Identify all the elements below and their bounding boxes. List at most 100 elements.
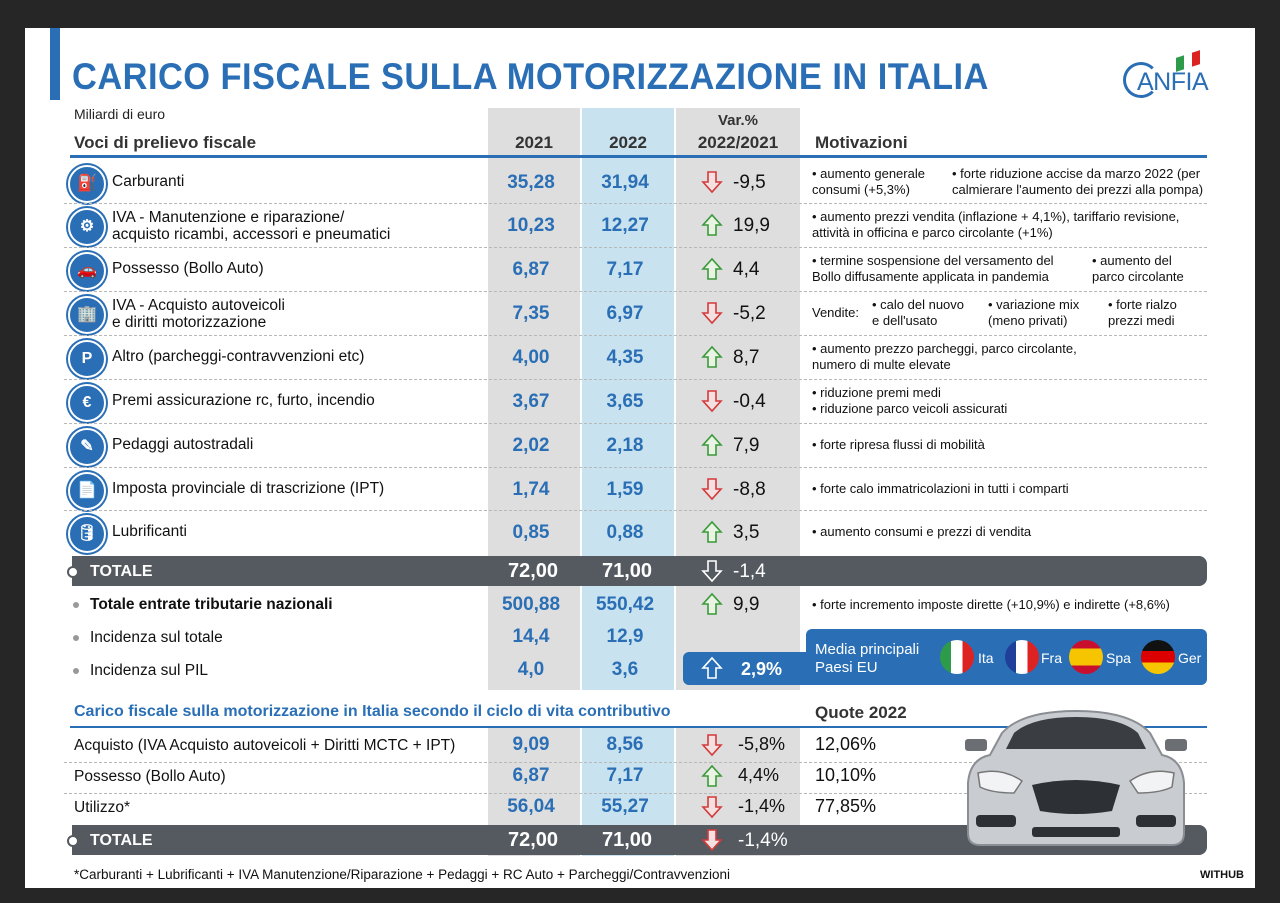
nazionali-2021: 500,88 bbox=[501, 594, 561, 615]
row-value-2021: 3,67 bbox=[512, 391, 550, 412]
motivazione-line2: calmierare l'aumento dei prezzi alla pom… bbox=[952, 182, 1204, 197]
row-separator bbox=[64, 467, 1207, 468]
motivazione-line2: attività in officina e parco circolante … bbox=[812, 225, 1053, 240]
eu-line2: Paesi EU bbox=[815, 659, 878, 676]
motivazione-line2: Bollo diffusamente applicata in pandemia bbox=[812, 269, 1049, 284]
row-value-2021: 0,85 bbox=[512, 522, 550, 543]
row-label: Carburanti bbox=[112, 173, 185, 190]
logo-arc-icon bbox=[1123, 62, 1159, 98]
ciclo-value-2022: 8,56 bbox=[606, 734, 644, 755]
eu-line1: Media principali bbox=[815, 641, 920, 658]
motivazione-line2: • riduzione parco veicoli assicurati bbox=[812, 401, 1008, 416]
ciclo-value-2022: 7,17 bbox=[606, 765, 644, 786]
ciclo-value-2021: 6,87 bbox=[512, 765, 550, 786]
country-ita: Ita bbox=[978, 650, 994, 666]
ciclo-totale-label: TOTALE bbox=[90, 832, 153, 849]
ciclo-value-2021: 9,09 bbox=[512, 734, 550, 755]
row-var: -9,5 bbox=[733, 172, 766, 193]
nazionali-label: Totale entrate tributarie nazionali bbox=[90, 596, 333, 613]
incidenza-totale-label: Incidenza sul totale bbox=[90, 629, 223, 646]
row-value-2021: 1,74 bbox=[512, 479, 550, 500]
header-divider bbox=[70, 155, 1207, 158]
row-label: Pedaggi autostradali bbox=[112, 436, 254, 453]
row-value-2021: 10,23 bbox=[507, 215, 555, 236]
row-value-2021: 4,00 bbox=[512, 347, 550, 368]
ciclo-row-label: Utilizzo* bbox=[74, 799, 130, 816]
motivazione: • variazione mix (meno privati) bbox=[988, 297, 1079, 329]
motivazione: • aumento prezzi vendita (inflazione + 4… bbox=[812, 209, 1179, 241]
column-2022-bg bbox=[582, 108, 674, 690]
up-arrow-icon bbox=[701, 764, 723, 787]
row-var: 8,7 bbox=[733, 347, 760, 368]
motivazione-line1: • riduzione premi medi bbox=[812, 385, 941, 400]
motivazione-line1: • termine sospensione del versamento del bbox=[812, 253, 1054, 268]
country-fra: Fra bbox=[1041, 650, 1062, 666]
country-spa: Spa bbox=[1106, 650, 1131, 666]
row-value-2021: 2,02 bbox=[512, 435, 550, 456]
anfia-logo: ANFIA bbox=[1123, 50, 1223, 104]
row-label-line1: IVA - Acquisto autoveicoli bbox=[112, 297, 285, 314]
incidenza-pil-2021: 4,0 bbox=[517, 659, 545, 680]
ciclo-var: -1,4% bbox=[738, 796, 786, 816]
motivazione-line2: (meno privati) bbox=[988, 313, 1068, 328]
eu-up-arrow-icon bbox=[701, 656, 723, 679]
row-value-2022: 2,18 bbox=[606, 435, 644, 456]
row-value-2022: 4,35 bbox=[606, 347, 644, 368]
row-label: Imposta provinciale di trascrizione (IPT… bbox=[112, 480, 385, 497]
header-var-bottom: 2022/2021 bbox=[697, 133, 779, 152]
down-arrow-icon bbox=[701, 734, 723, 757]
motivazione-line1: • forte riduzione accise da marzo 2022 (… bbox=[952, 166, 1201, 181]
nazionali-motivazione: • forte incremento imposte dirette (+10,… bbox=[812, 597, 1170, 612]
motivazione: • aumento del parco circolante bbox=[1092, 253, 1184, 285]
motivazione: • forte riduzione accise da marzo 2022 (… bbox=[952, 166, 1203, 198]
up-arrow-icon bbox=[701, 520, 723, 543]
motivazione-line1: • aumento del bbox=[1092, 253, 1172, 268]
motivazione: • riduzione premi medi • riduzione parco … bbox=[812, 385, 1007, 417]
ciclo-var: 4,4% bbox=[738, 765, 780, 785]
row-label-line2: acquisto ricambi, accessori e pneumatici bbox=[112, 226, 391, 243]
totale-bar bbox=[72, 556, 1207, 586]
row-label: Altro (parcheggi-contravvenzioni etc) bbox=[112, 348, 365, 365]
down-arrow-icon bbox=[701, 171, 723, 194]
motivazione: • forte rialzo prezzi medi bbox=[1108, 297, 1177, 329]
motivazione-line2: consumi (+5,3%) bbox=[812, 182, 910, 197]
row-icon: 🚗 bbox=[68, 252, 106, 290]
incidenza-pil-label: Incidenza sul PIL bbox=[90, 662, 209, 679]
row-label: Possesso (Bollo Auto) bbox=[112, 260, 264, 277]
row-value-2022: 0,88 bbox=[606, 522, 644, 543]
row-separator bbox=[64, 335, 1207, 336]
row-icon: 📄 bbox=[68, 472, 106, 510]
motivazione: • forte calo immatricolazioni in tutti i… bbox=[812, 481, 1069, 497]
totale-label: TOTALE bbox=[90, 563, 153, 580]
down-arrow-icon bbox=[701, 796, 723, 819]
motivazione-line2: numero di multe elevate bbox=[812, 357, 951, 372]
page-title: CARICO FISCALE SULLA MOTORIZZAZIONE IN I… bbox=[72, 56, 989, 97]
totale-var: -1,4 bbox=[733, 561, 766, 582]
motivazione: Vendite: bbox=[812, 305, 859, 321]
row-separator bbox=[64, 510, 1207, 511]
motivazione: • termine sospensione del versamento del… bbox=[812, 253, 1054, 285]
ciclo-divider bbox=[70, 726, 1207, 728]
motivazione-line1: • variazione mix bbox=[988, 297, 1080, 312]
totale-2022: 71,00 bbox=[601, 560, 653, 582]
header-2021: 2021 bbox=[515, 133, 553, 152]
incidenza-pil-2022: 3,6 bbox=[611, 659, 639, 680]
motivazione-line1: Vendite: bbox=[812, 305, 859, 320]
row-separator bbox=[64, 291, 1207, 292]
bullet-dot bbox=[73, 668, 79, 674]
ciclo-row-label: Acquisto (IVA Acquisto autoveicoli + Dir… bbox=[74, 737, 456, 754]
row-label: Lubrificanti bbox=[112, 523, 187, 540]
totale-dot bbox=[67, 566, 79, 578]
ciclo-totale-down-arrow-icon bbox=[701, 829, 723, 852]
italy-flag-icon bbox=[940, 640, 974, 674]
incidenza-totale-2021: 14,4 bbox=[512, 626, 550, 647]
ciclo-var: -5,8% bbox=[738, 734, 786, 754]
row-value-2022: 12,27 bbox=[601, 215, 649, 236]
row-value-2022: 7,17 bbox=[606, 259, 644, 280]
row-icon: ✎ bbox=[68, 428, 106, 466]
motivazione-line1: • forte rialzo bbox=[1108, 297, 1177, 312]
france-flag-icon bbox=[1005, 640, 1039, 674]
row-value-2022: 31,94 bbox=[601, 172, 649, 193]
row-separator bbox=[64, 379, 1207, 380]
row-value-2022: 1,59 bbox=[606, 479, 644, 500]
